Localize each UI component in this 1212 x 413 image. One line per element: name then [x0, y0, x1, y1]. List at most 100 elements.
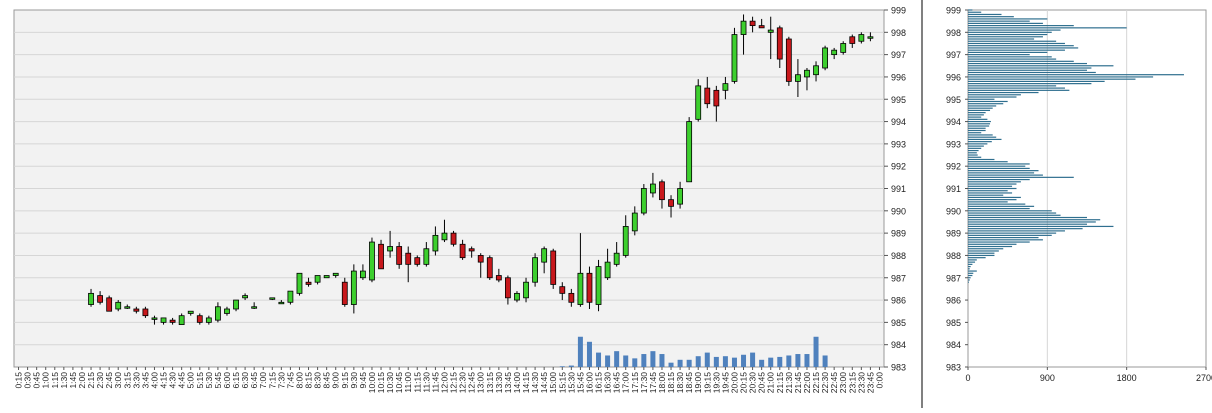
- candle-down: [495, 275, 502, 281]
- y-tick-label: 983: [946, 363, 961, 373]
- x-tick-label: 0: [965, 373, 970, 383]
- y-tick-label: 992: [891, 162, 906, 172]
- y-tick-label: 995: [891, 95, 906, 105]
- y-tick-label: 985: [891, 318, 906, 328]
- x-tick-label: 1:15: [50, 372, 60, 389]
- x-tick-label: 22:45: [829, 372, 839, 394]
- x-tick-label: 8:00: [294, 372, 304, 389]
- volume-bar: [813, 336, 819, 367]
- profile-bar: [968, 172, 1035, 174]
- candle-down: [713, 89, 720, 107]
- y-tick-label: 999: [891, 6, 906, 16]
- profile-bar: [968, 236, 1039, 239]
- profile-bar: [968, 163, 1030, 165]
- x-tick-label: 16:15: [594, 372, 604, 394]
- candle-down: [586, 272, 593, 303]
- profile-bar: [968, 91, 1039, 94]
- y-tick-label: 986: [891, 296, 906, 306]
- candle-down: [849, 36, 856, 44]
- candle-up: [360, 270, 366, 279]
- profile-bar: [968, 65, 1114, 67]
- volume-bar: [750, 352, 756, 367]
- x-tick-label: 19:30: [711, 372, 721, 394]
- x-tick-label: 0:15: [14, 372, 24, 389]
- y-tick-label: 990: [891, 206, 906, 216]
- x-tick-label: 15:45: [575, 372, 585, 394]
- volume-bar: [722, 356, 728, 367]
- candle-up: [722, 83, 729, 91]
- candle-down: [106, 297, 113, 312]
- x-tick-label: 2:00: [77, 372, 87, 389]
- candle-up: [115, 301, 122, 310]
- profile-bar: [968, 31, 1052, 33]
- x-tick-label: 1:30: [59, 372, 69, 389]
- candle-up: [532, 257, 538, 283]
- profile-bar: [968, 98, 995, 100]
- candle-up: [804, 69, 810, 78]
- profile-bar: [968, 245, 1013, 248]
- x-tick-label: 23:00: [838, 372, 848, 394]
- x-tick-label: 23:15: [847, 372, 857, 394]
- x-tick-label: 8:45: [322, 372, 332, 389]
- candle-up: [595, 266, 602, 305]
- x-tick-label: 21:45: [793, 372, 803, 394]
- profile-bar: [968, 83, 1092, 85]
- y-tick-label: 996: [891, 72, 906, 82]
- x-tick-label: 12:15: [449, 372, 459, 394]
- x-tick-label: 13:15: [485, 372, 495, 394]
- candle-down: [305, 281, 312, 285]
- x-tick-label: 14:45: [539, 372, 549, 394]
- profile-bar: [968, 203, 1026, 205]
- profile-bar: [968, 54, 1030, 56]
- volume-bar: [568, 365, 574, 367]
- x-tick-label: 7:45: [285, 372, 295, 389]
- x-tick-label: 3:15: [122, 372, 132, 389]
- profile-bar: [968, 149, 979, 152]
- x-tick-label: 21:30: [784, 372, 794, 394]
- profile-bar: [968, 243, 1017, 245]
- candle-up: [88, 292, 94, 305]
- profile-bar: [968, 250, 999, 252]
- x-tick-label: 13:00: [476, 372, 486, 394]
- volume-bar: [596, 352, 602, 367]
- profile-bar: [968, 207, 1030, 210]
- candle-up: [677, 188, 683, 205]
- x-tick-label: 9:00: [331, 372, 341, 389]
- y-tick-label: 997: [946, 50, 961, 60]
- x-tick-label: 9:45: [358, 372, 368, 389]
- profile-bar: [968, 89, 1070, 91]
- profile-bar: [968, 20, 1030, 22]
- candle-up: [577, 272, 584, 305]
- x-tick-label: 17:00: [621, 372, 631, 394]
- x-tick-label: 7:30: [276, 372, 286, 389]
- x-tick-label: 16:45: [612, 372, 622, 394]
- candle-down: [405, 252, 412, 265]
- profile-bar: [968, 187, 1017, 190]
- volume-bar: [804, 354, 810, 367]
- candle-up: [740, 20, 747, 35]
- x-tick-label: 14:30: [530, 372, 540, 394]
- profile-bar: [968, 265, 971, 268]
- candle-down: [668, 199, 674, 207]
- y-tick-label: 989: [946, 229, 961, 239]
- profile-bar: [968, 76, 1154, 78]
- profile-bar: [968, 176, 1074, 178]
- volume-bar: [641, 354, 647, 367]
- candle-up: [224, 308, 230, 314]
- x-tick-label: 13:45: [503, 372, 513, 394]
- x-tick-label: 4:15: [159, 372, 169, 389]
- candle-down: [378, 243, 384, 270]
- profile-bar: [968, 27, 1127, 29]
- candle-up: [813, 65, 819, 76]
- candle-up: [269, 297, 276, 300]
- y-tick-label: 997: [891, 50, 906, 60]
- x-tick-label: 7:15: [267, 372, 277, 389]
- candle-up: [251, 306, 258, 309]
- x-tick-label: 6:15: [231, 372, 241, 389]
- profile-bar: [968, 78, 1136, 80]
- candle-up: [514, 292, 520, 301]
- x-tick-label: 16:00: [584, 372, 594, 394]
- y-tick-label: 993: [891, 139, 906, 149]
- profile-bar: [968, 45, 1074, 47]
